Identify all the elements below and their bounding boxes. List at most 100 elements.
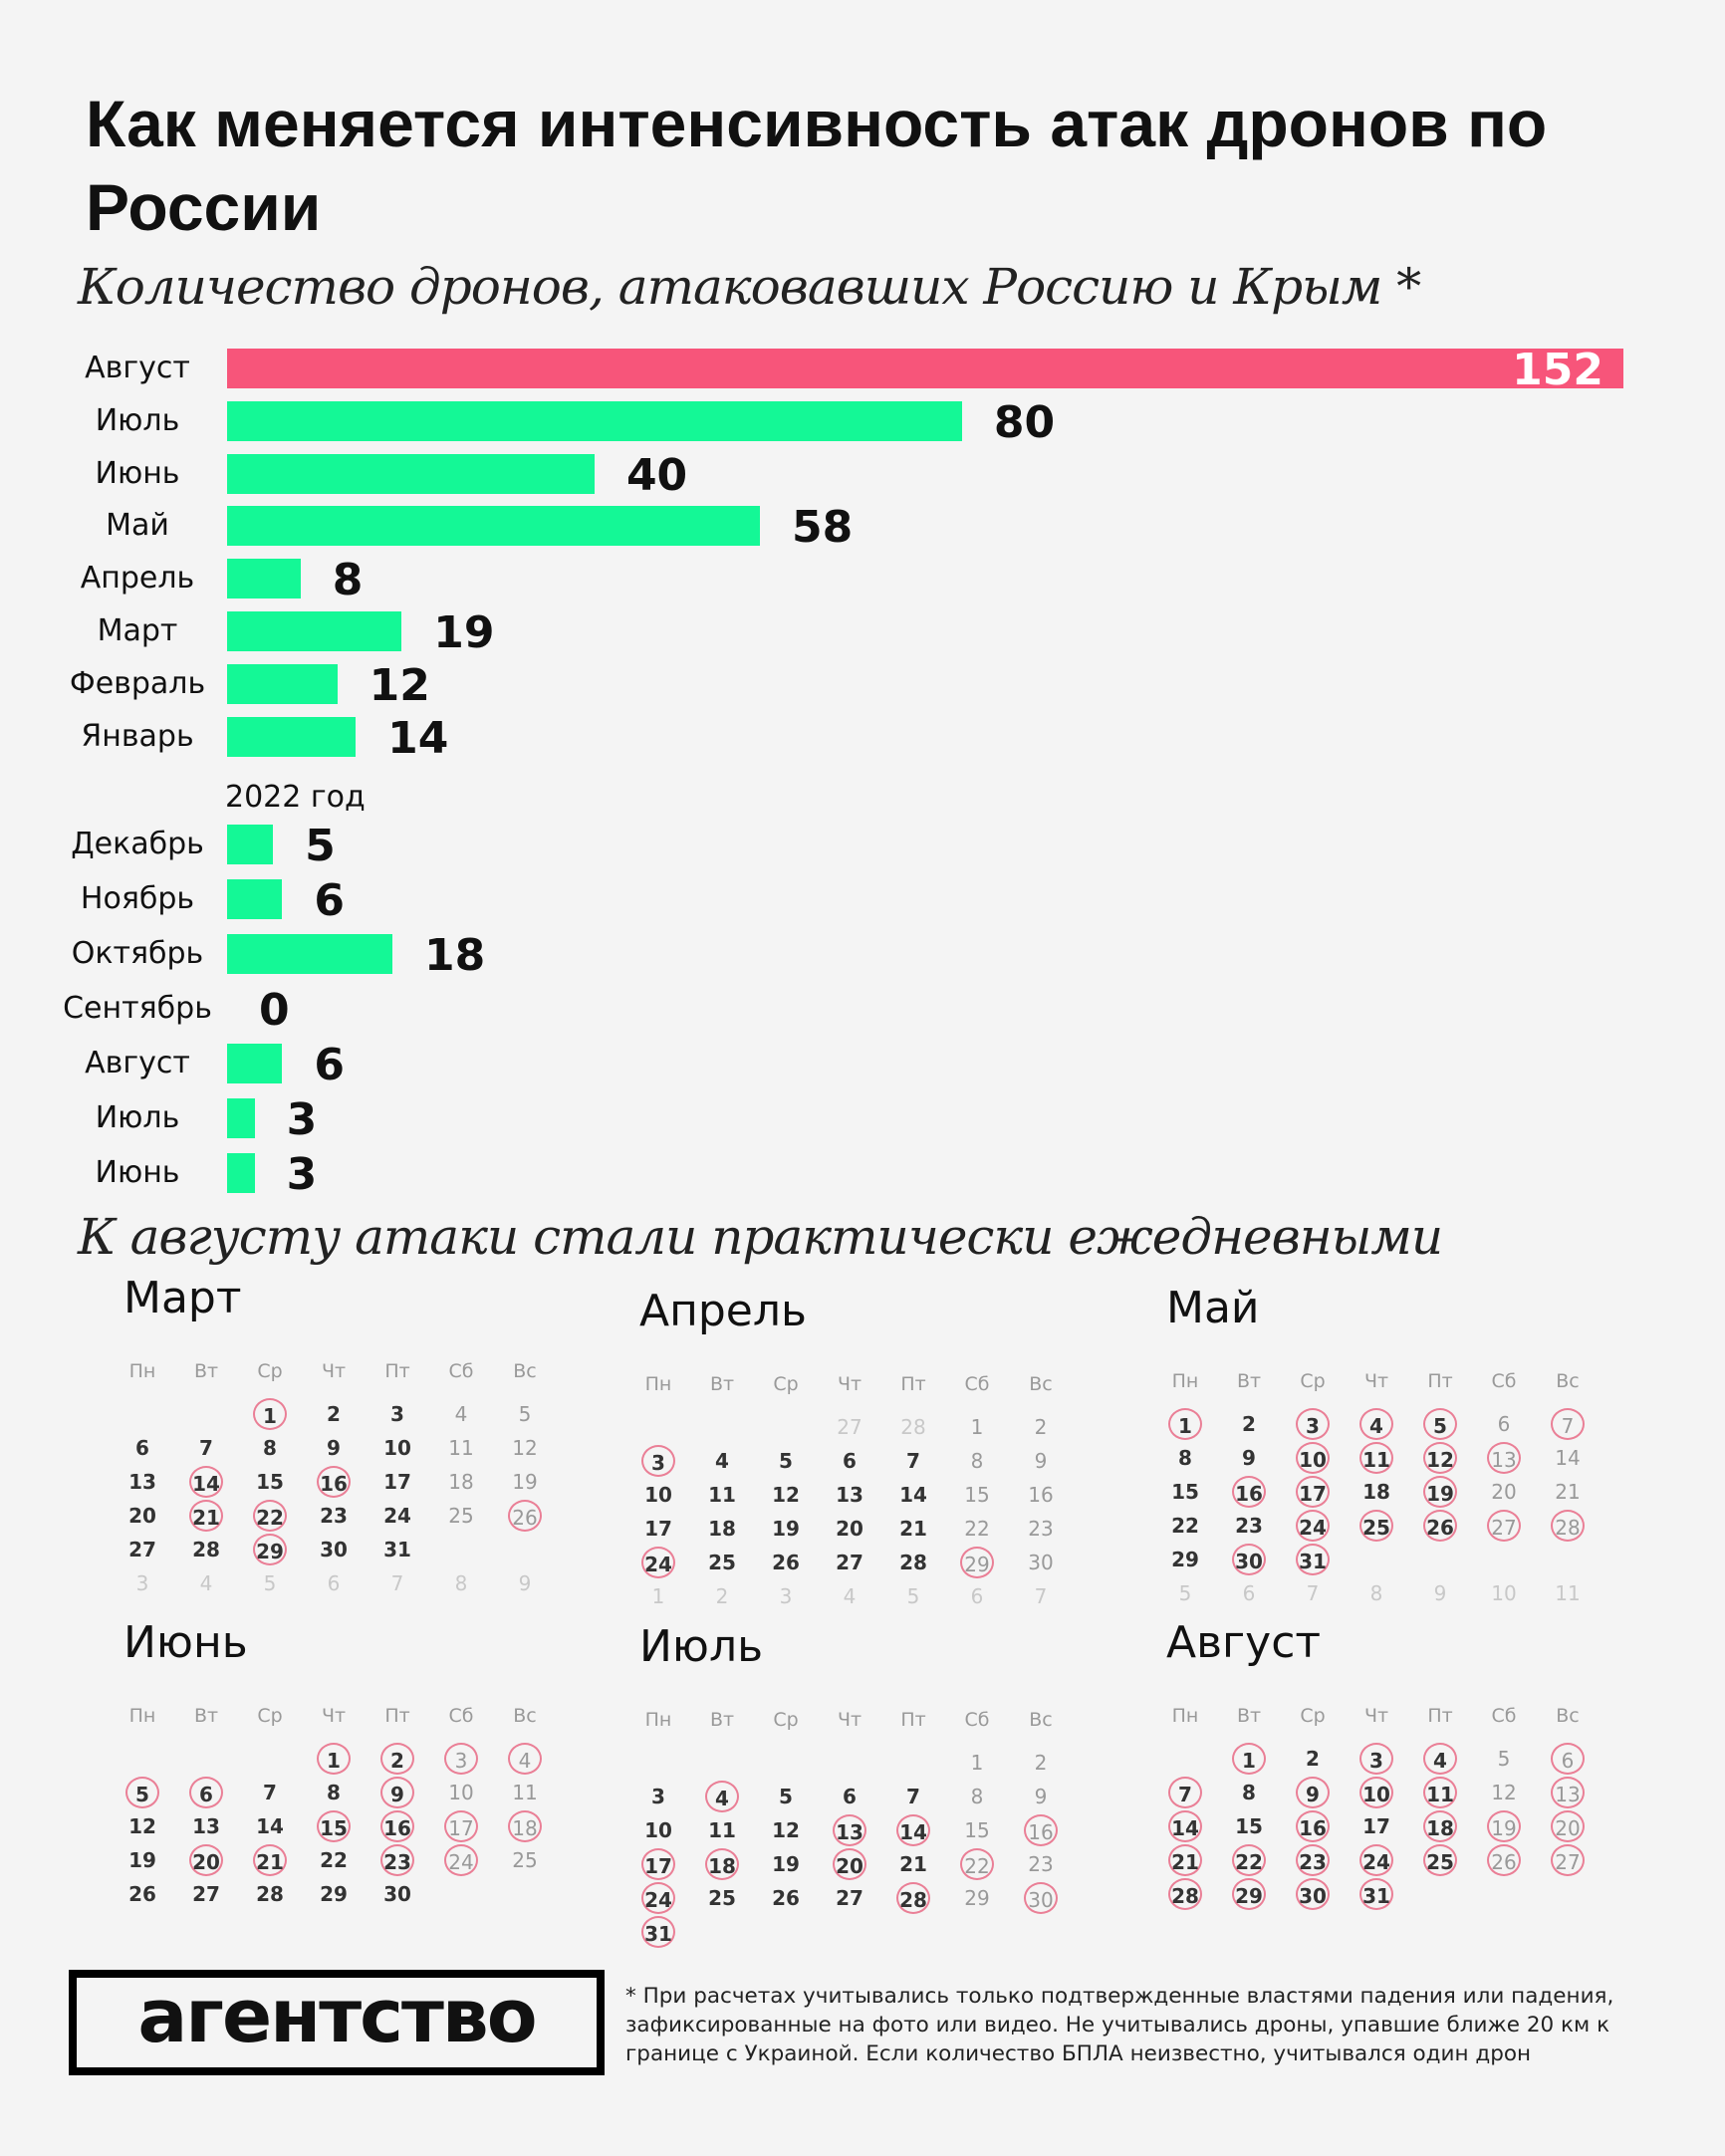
month-title: Август — [1166, 1617, 1322, 1668]
bar — [227, 879, 283, 919]
attack-day: 30 — [1296, 1878, 1330, 1910]
calendar-day: 11 — [448, 1436, 474, 1460]
bar — [227, 716, 357, 757]
calendar-day: 17 — [1362, 1814, 1390, 1838]
weekday-label: Пн — [1171, 1370, 1199, 1392]
calendar-day: 6 — [327, 1571, 341, 1595]
bar-value-label: 80 — [993, 396, 1056, 448]
calendar-day: 13 — [128, 1470, 156, 1494]
bar-value-label: 14 — [387, 712, 449, 764]
calendar-day: 18 — [448, 1470, 474, 1494]
attack-day: 31 — [1359, 1878, 1393, 1910]
calendar-day: 8 — [327, 1781, 341, 1804]
attack-day: 12 — [1423, 1442, 1457, 1474]
bar-label: Июль — [95, 1100, 180, 1135]
attack-day: 26 — [1423, 1510, 1457, 1542]
calendar-day: 29 — [320, 1882, 348, 1906]
calendar-day: 31 — [383, 1538, 411, 1561]
attack-day: 19 — [1487, 1810, 1521, 1842]
calendar-day: 4 — [843, 1584, 857, 1608]
weekday-label: Вс — [1029, 1373, 1053, 1395]
calendar-day: 21 — [1555, 1480, 1581, 1504]
calendar-day: 2 — [715, 1584, 729, 1608]
attack-day: 3 — [1359, 1743, 1393, 1775]
attack-day: 6 — [189, 1777, 223, 1808]
calendar-day: 7 — [199, 1436, 213, 1460]
attack-day: 25 — [1359, 1510, 1393, 1542]
weekday-label: Чт — [837, 1709, 862, 1731]
calendar-day: 10 — [1491, 1581, 1517, 1605]
calendar-day: 15 — [256, 1470, 284, 1494]
month-title: Апрель — [639, 1286, 807, 1336]
bar-value-label: 8 — [332, 555, 364, 606]
attack-day: 20 — [1551, 1810, 1585, 1842]
weekday-label: Вт — [193, 1705, 219, 1727]
bar — [227, 453, 595, 494]
calendar-day: 19 — [772, 1517, 800, 1541]
calendar-day: 18 — [708, 1517, 736, 1541]
calendar-day: 19 — [512, 1470, 538, 1494]
attack-day: 7 — [1168, 1777, 1202, 1808]
weekday-label: Пт — [1427, 1370, 1453, 1392]
calendar-day: 14 — [1555, 1446, 1581, 1470]
month-title: Май — [1166, 1283, 1260, 1333]
calendar-day: 20 — [128, 1504, 156, 1528]
calendar-day: 7 — [1034, 1584, 1048, 1608]
bar-value-label: 12 — [369, 659, 430, 711]
attack-day: 16 — [1296, 1810, 1330, 1842]
bar-label: Сентябрь — [63, 991, 212, 1026]
attack-day: 3 — [641, 1445, 675, 1477]
agentstvo-logo: агентство — [69, 1970, 605, 2075]
calendar-day: 12 — [772, 1818, 800, 1842]
chart-subtitle: Количество дронов, атаковавших Россию и … — [78, 258, 1421, 316]
month-calendar: Март Пн Вт Ср Чт Пт Сб Вс 1 2 3 4 5 6 7 8 9 10 11 12 13 14 15 1… — [123, 1277, 582, 1595]
attack-day: 16 — [1232, 1476, 1266, 1508]
calendar-day: 22 — [1171, 1514, 1199, 1538]
attack-day: 5 — [125, 1777, 159, 1808]
attack-day: 31 — [1296, 1544, 1330, 1575]
weekday-label: Вт — [709, 1373, 735, 1395]
attack-day: 18 — [508, 1810, 542, 1842]
attack-day: 24 — [641, 1547, 675, 1578]
calendar-day: 7 — [1306, 1581, 1320, 1605]
attack-day: 4 — [508, 1743, 542, 1775]
calendar-day: 26 — [772, 1551, 800, 1574]
calendar-day: 30 — [1028, 1551, 1054, 1574]
bar-value-label: 18 — [424, 929, 486, 981]
bar-label: Июль — [95, 402, 180, 438]
calendar-day: 15 — [964, 1483, 990, 1507]
attack-day: 18 — [705, 1848, 739, 1880]
bar — [227, 934, 393, 974]
bar-label: Апрель — [80, 561, 195, 597]
bar — [227, 400, 962, 441]
calendar-day: 11 — [1555, 1581, 1581, 1605]
calendar-day: 5 — [906, 1584, 920, 1608]
attack-day: 24 — [641, 1882, 675, 1914]
attack-day: 30 — [1232, 1544, 1266, 1575]
weekday-label: Вс — [1556, 1370, 1580, 1392]
weekday-label: Ср — [1300, 1705, 1326, 1727]
calendar-day: 7 — [390, 1571, 404, 1595]
calendar-day: 10 — [383, 1436, 411, 1460]
calendar-day: 6 — [970, 1584, 984, 1608]
attack-day: 30 — [1024, 1882, 1058, 1914]
attack-day: 21 — [189, 1500, 223, 1532]
calendar-day: 5 — [518, 1402, 532, 1426]
weekday-label: Пн — [644, 1373, 672, 1395]
bar-label: Январь — [81, 718, 194, 754]
weekday-label: Вт — [193, 1360, 219, 1382]
calendar-day: 13 — [836, 1483, 863, 1507]
attack-day: 11 — [1423, 1777, 1457, 1808]
attack-day: 22 — [960, 1848, 994, 1880]
calendar-day: 29 — [1171, 1548, 1199, 1571]
calendar-day: 8 — [1242, 1781, 1256, 1804]
bar-label: Октябрь — [71, 936, 204, 971]
calendar-day: 25 — [512, 1848, 538, 1872]
month-calendar: Апрель Пн Вт Ср Чт Пт Сб Вс 27 28 1 2 3 4 5 6 7 8 9 10 11 12 1… — [639, 1286, 1098, 1609]
calendar-day: 5 — [779, 1785, 793, 1808]
attack-day: 7 — [1551, 1408, 1585, 1440]
month-calendar: Май Пн Вт Ср Чт Пт Сб Вс 1 2 3 4 5 6 7 8 9 10 11 12 13 14 15 16… — [1166, 1287, 1624, 1605]
attack-day: 31 — [641, 1916, 675, 1948]
calendar-day: 5 — [1497, 1747, 1511, 1771]
calendar-day: 10 — [448, 1781, 474, 1804]
